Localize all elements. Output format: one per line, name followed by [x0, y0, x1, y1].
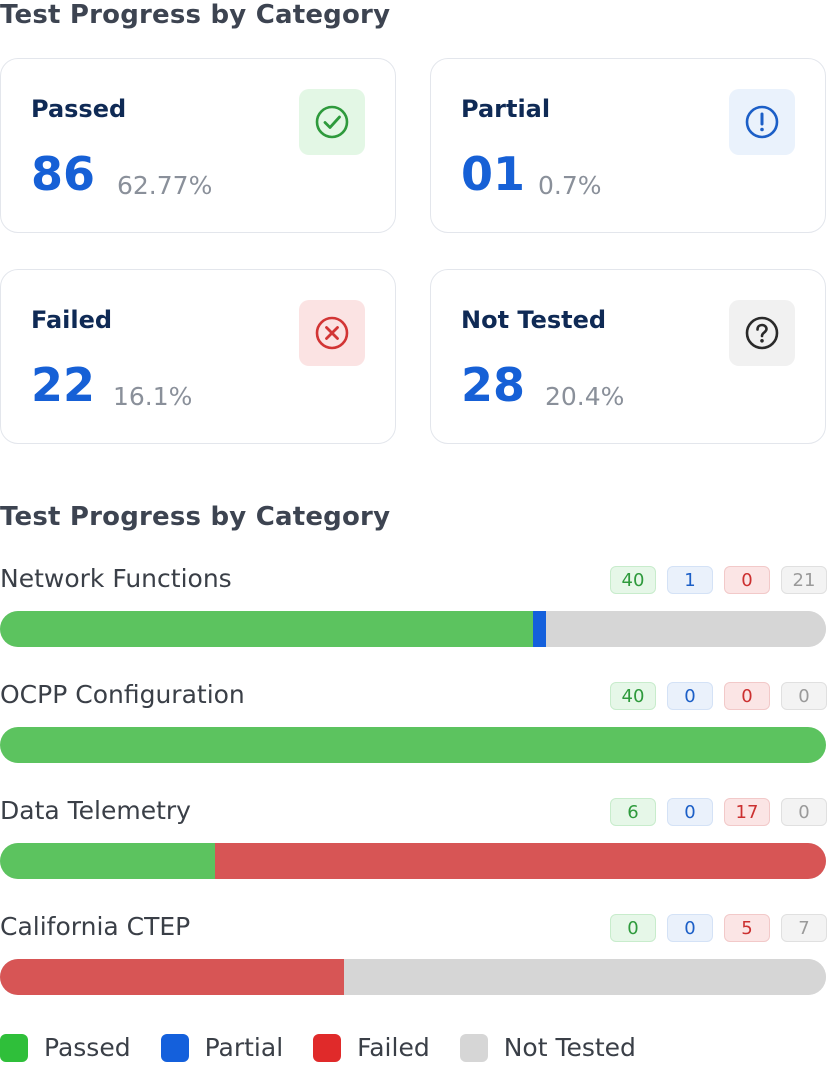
card-percent: 0.7% [538, 171, 602, 200]
failed-count-badge: 17 [724, 798, 770, 826]
category-progress-title: Test Progress by Category [0, 502, 391, 532]
partial-card[interactable]: Partial 01 0.7% [430, 58, 826, 233]
failed-swatch [313, 1033, 342, 1062]
count-badges: 40 1 0 21 [610, 566, 827, 594]
partial-count-badge: 0 [667, 798, 713, 826]
not-tested-count-badge: 7 [781, 914, 827, 942]
passed-count-badge: 6 [610, 798, 656, 826]
category-list: Network Functions 40 1 0 21 OCPP Configu… [0, 560, 827, 1024]
passed-card[interactable]: Passed 86 62.77% [0, 58, 396, 233]
failed-count-badge: 5 [724, 914, 770, 942]
not-tested-count-badge: 21 [781, 566, 827, 594]
card-value: 22 [31, 358, 96, 412]
progress-bar [0, 843, 826, 879]
failed-count-badge: 0 [724, 566, 770, 594]
passed-count-badge: 0 [610, 914, 656, 942]
card-label: Failed [31, 306, 113, 334]
category-row[interactable]: Network Functions 40 1 0 21 [0, 560, 827, 676]
partial-segment [532, 611, 547, 647]
legend-item-partial: Partial [160, 1033, 284, 1062]
category-name: Data Telemetry [0, 796, 191, 825]
check-circle-icon [299, 89, 365, 155]
x-circle-icon [299, 300, 365, 366]
summary-title: Test Progress by Category [0, 0, 391, 30]
not-tested-swatch [459, 1033, 488, 1062]
passed-segment [0, 843, 216, 879]
count-badges: 6 0 17 0 [610, 798, 827, 826]
not-tested-count-badge: 0 [781, 798, 827, 826]
count-badges: 0 0 5 7 [610, 914, 827, 942]
progress-bar [0, 959, 826, 995]
passed-swatch [0, 1033, 28, 1062]
passed-segment [0, 611, 533, 647]
exclamation-circle-icon [729, 89, 795, 155]
passed-segment [0, 727, 826, 763]
not-tested-card[interactable]: Not Tested 28 20.4% [430, 269, 826, 444]
category-name: California CTEP [0, 912, 191, 941]
not-tested-segment [344, 959, 826, 995]
partial-swatch [160, 1033, 189, 1062]
legend-label: Passed [44, 1033, 131, 1062]
card-value: 86 [31, 147, 96, 201]
progress-bar [0, 611, 826, 647]
question-circle-icon [729, 300, 795, 366]
legend-item-passed: Passed [0, 1033, 131, 1062]
status-legend: Passed Partial Failed Not Tested [0, 1033, 666, 1062]
legend-label: Failed [357, 1033, 430, 1062]
legend-label: Not Tested [503, 1033, 636, 1062]
category-row[interactable]: OCPP Configuration 40 0 0 0 [0, 676, 827, 792]
progress-bar [0, 727, 826, 763]
card-percent: 62.77% [117, 171, 213, 200]
category-row[interactable]: California CTEP 0 0 5 7 [0, 908, 827, 1024]
card-value: 01 [461, 147, 526, 201]
count-badges: 40 0 0 0 [610, 682, 827, 710]
partial-count-badge: 0 [667, 914, 713, 942]
legend-item-failed: Failed [313, 1033, 430, 1062]
legend-label: Partial [204, 1033, 284, 1062]
failed-count-badge: 0 [724, 682, 770, 710]
not-tested-segment [546, 611, 826, 647]
category-name: OCPP Configuration [0, 680, 245, 709]
card-label: Not Tested [461, 306, 607, 334]
passed-count-badge: 40 [610, 566, 656, 594]
card-label: Partial [461, 95, 551, 123]
card-percent: 16.1% [113, 382, 193, 411]
passed-count-badge: 40 [610, 682, 656, 710]
partial-count-badge: 1 [667, 566, 713, 594]
card-label: Passed [31, 95, 127, 123]
summary-cards: Passed 86 62.77% Partial 01 0.7% Failed … [0, 58, 826, 444]
failed-segment [215, 843, 826, 879]
not-tested-count-badge: 0 [781, 682, 827, 710]
legend-item-not-tested: Not Tested [459, 1033, 636, 1062]
card-value: 28 [461, 358, 526, 412]
category-name: Network Functions [0, 564, 232, 593]
failed-segment [0, 959, 345, 995]
partial-count-badge: 0 [667, 682, 713, 710]
failed-card[interactable]: Failed 22 16.1% [0, 269, 396, 444]
category-row[interactable]: Data Telemetry 6 0 17 0 [0, 792, 827, 908]
card-percent: 20.4% [545, 382, 625, 411]
